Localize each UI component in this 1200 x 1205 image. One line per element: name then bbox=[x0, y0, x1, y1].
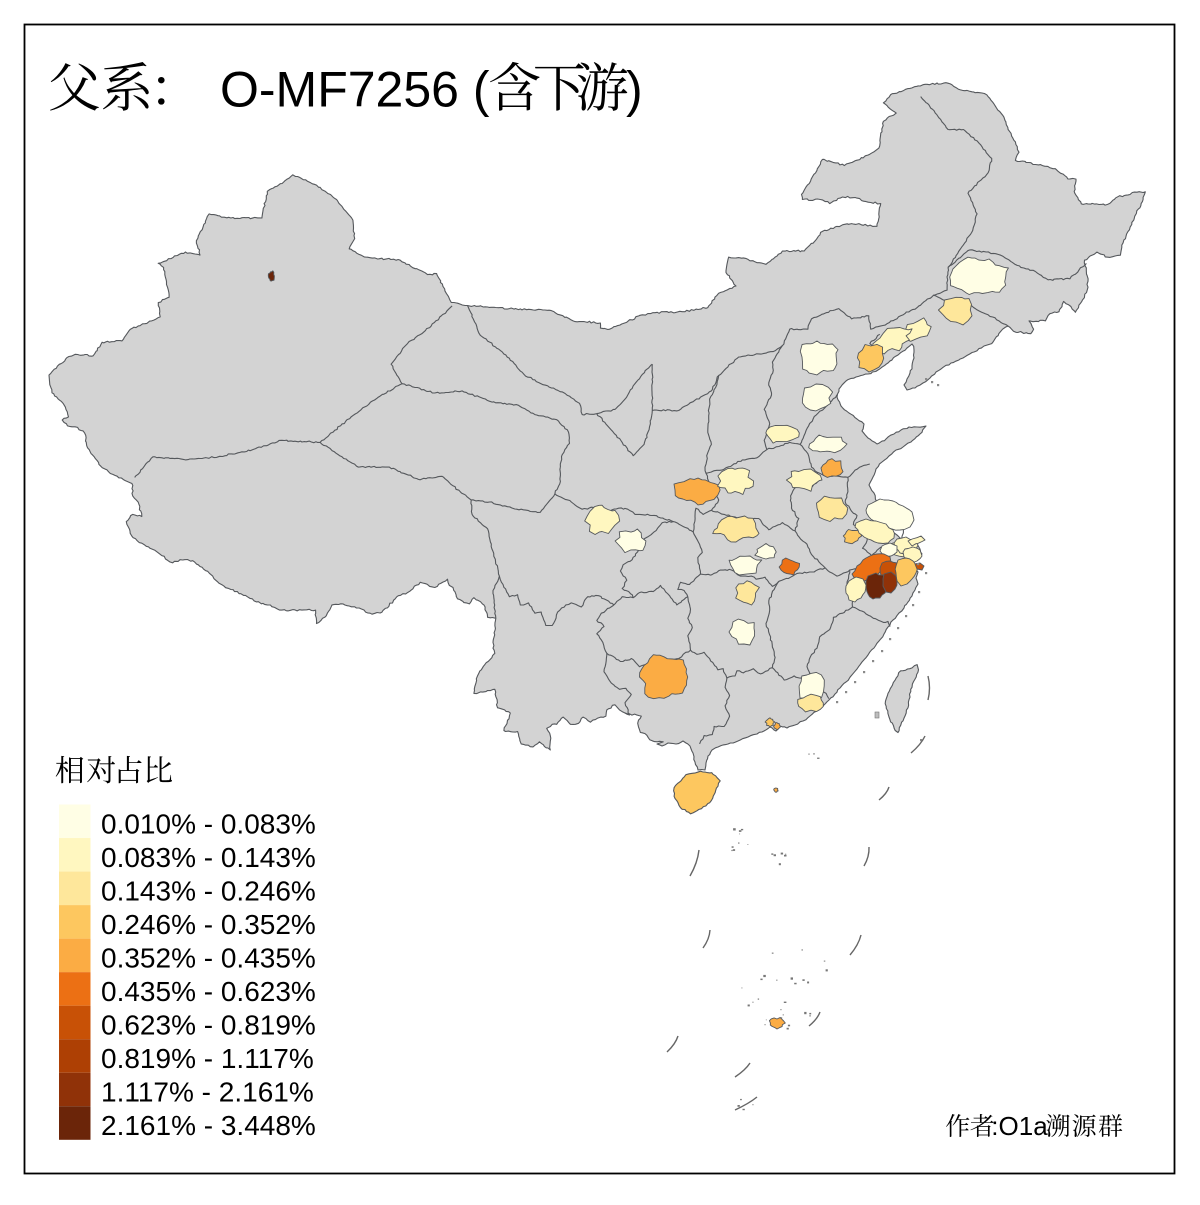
svg-text:0.083% - 0.143%: 0.083% - 0.143% bbox=[101, 842, 316, 873]
svg-text:1.117% - 2.161%: 1.117% - 2.161% bbox=[101, 1077, 314, 1108]
svg-text:O-MF7256 (: O-MF7256 ( bbox=[220, 62, 490, 118]
svg-text:0.435% - 0.623%: 0.435% - 0.623% bbox=[101, 976, 316, 1007]
svg-text:): ) bbox=[626, 62, 643, 118]
svg-text:0.246% - 0.352%: 0.246% - 0.352% bbox=[101, 909, 316, 940]
svg-text:2.161% - 3.448%: 2.161% - 3.448% bbox=[101, 1110, 316, 1141]
svg-text:0.819% - 1.117%: 0.819% - 1.117% bbox=[101, 1043, 314, 1074]
svg-text:0.352% - 0.435%: 0.352% - 0.435% bbox=[101, 942, 316, 973]
svg-text:0.623% - 0.819%: 0.623% - 0.819% bbox=[101, 1009, 316, 1040]
svg-text:0.143% - 0.246%: 0.143% - 0.246% bbox=[101, 875, 316, 906]
svg-text::O1a: :O1a bbox=[991, 1111, 1048, 1141]
svg-text:0.010% - 0.083%: 0.010% - 0.083% bbox=[101, 808, 316, 839]
